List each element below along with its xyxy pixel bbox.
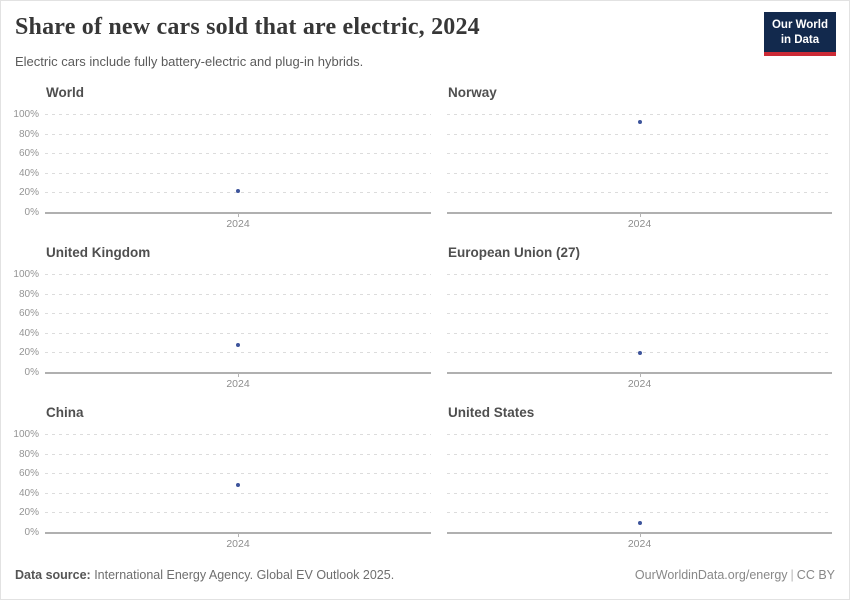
page-subtitle: Electric cars include fully battery-elec…: [15, 54, 364, 69]
y-tick-label: 40%: [18, 167, 39, 179]
footer-datasource: Data source: International Energy Agency…: [15, 568, 394, 582]
y-tick-label: 80%: [18, 128, 39, 140]
panel-title: United Kingdom: [46, 245, 151, 260]
x-tick-label: 2024: [226, 218, 250, 230]
data-point[interactable]: [637, 120, 642, 125]
x-tick-mark: [639, 373, 641, 377]
x-tick-mark: [639, 213, 641, 217]
y-axis-labels: 100% 80% 60% 40% 20% 0%: [0, 269, 39, 378]
gridline: [447, 192, 832, 194]
gridline: [447, 434, 832, 435]
y-tick-label: 100%: [13, 269, 39, 280]
y-tick-label: 60%: [18, 148, 39, 160]
gridline: [45, 434, 431, 435]
gridline: [447, 453, 832, 455]
data-point[interactable]: [236, 188, 240, 193]
data-point[interactable]: [637, 350, 642, 355]
facet-panel: China 100% 80% 60% 40% 20% 0% 2024: [13, 405, 431, 550]
gridline: [45, 153, 431, 155]
gridline: [45, 274, 431, 275]
page-title: Share of new cars sold that are electric…: [15, 14, 480, 40]
x-tick-mark: [639, 533, 641, 537]
gridline: [447, 492, 832, 494]
gridline: [45, 332, 431, 334]
x-tick-mark: [238, 533, 239, 537]
gridline: [45, 114, 431, 115]
y-tick-label: 40%: [18, 487, 39, 499]
data-point[interactable]: [236, 483, 240, 488]
gridline: [45, 453, 431, 455]
license-text: CC BY: [796, 568, 835, 582]
gridline: [45, 492, 431, 494]
y-tick-label: 80%: [18, 288, 39, 300]
gridline: [45, 313, 431, 315]
gridline: [45, 293, 431, 295]
owid-logo-line1: Our World: [771, 19, 828, 31]
panel-title: United States: [448, 405, 535, 420]
gridline: [447, 293, 832, 295]
x-tick-label: 2024: [627, 378, 652, 390]
y-axis-labels: 100% 80% 60% 40% 20% 0%: [0, 109, 39, 218]
datasource-text: International Energy Agency. Global EV O…: [90, 568, 395, 582]
x-tick-label: 2024: [627, 218, 652, 230]
gridline: [45, 512, 431, 514]
plot: [447, 434, 832, 534]
y-tick-label: 0%: [24, 207, 39, 218]
x-tick-label: 2024: [226, 538, 250, 550]
panel-title: European Union (27): [448, 245, 581, 260]
panel-title: World: [46, 85, 84, 100]
x-tick-label: 2024: [627, 538, 652, 550]
y-tick-label: 20%: [18, 347, 39, 359]
x-tick-label: 2024: [226, 378, 250, 390]
gridline: [45, 352, 431, 354]
y-tick-label: 60%: [18, 468, 39, 480]
x-tick-mark: [238, 213, 239, 217]
panel-title: China: [46, 405, 84, 420]
y-tick-label: 0%: [24, 367, 39, 378]
gridline: [447, 512, 832, 514]
owid-logo: Our World in Data: [763, 12, 836, 57]
y-tick-label: 80%: [18, 448, 39, 460]
facet-panel: Norway 2024: [447, 85, 832, 230]
data-point[interactable]: [637, 520, 642, 525]
footer-separator: |: [790, 568, 794, 582]
panel-title: Norway: [448, 85, 497, 100]
y-tick-label: 100%: [13, 109, 39, 120]
y-axis-labels: 100% 80% 60% 40% 20% 0%: [0, 429, 39, 538]
y-tick-label: 100%: [13, 429, 39, 440]
gridline: [447, 274, 832, 275]
owid-logo-line2: in Data: [780, 33, 820, 46]
data-point[interactable]: [236, 343, 240, 348]
facet-panel: World 100% 80% 60% 40% 20% 0% 2024: [13, 85, 431, 230]
footer-attribution: OurWorldinData.org/energy | CC BY: [635, 568, 835, 582]
plot: [447, 274, 832, 374]
plot: [45, 114, 431, 214]
y-tick-label: 20%: [18, 507, 39, 519]
gridline: [45, 473, 431, 475]
gridline: [447, 473, 832, 475]
facet-panel: United States 2024: [447, 405, 832, 550]
datasource-label: Data source:: [15, 568, 91, 582]
y-tick-label: 0%: [24, 527, 39, 538]
gridline: [447, 153, 832, 155]
gridline: [447, 332, 832, 334]
gridline: [447, 114, 832, 115]
gridline: [45, 133, 431, 135]
y-tick-label: 20%: [18, 187, 39, 199]
gridline: [447, 133, 832, 135]
gridline: [45, 172, 431, 174]
footer-link[interactable]: OurWorldinData.org/energy: [634, 568, 788, 582]
gridline: [447, 313, 832, 315]
x-tick-mark: [238, 373, 239, 377]
y-tick-label: 40%: [18, 327, 39, 339]
gridline: [447, 172, 832, 174]
plot: [447, 114, 832, 214]
facet-panel: European Union (27) 2024: [447, 245, 832, 390]
y-tick-label: 60%: [18, 308, 39, 320]
plot: [45, 434, 431, 534]
plot: [45, 274, 431, 374]
facet-panel: United Kingdom 100% 80% 60% 40% 20% 0% 2024: [13, 245, 431, 390]
